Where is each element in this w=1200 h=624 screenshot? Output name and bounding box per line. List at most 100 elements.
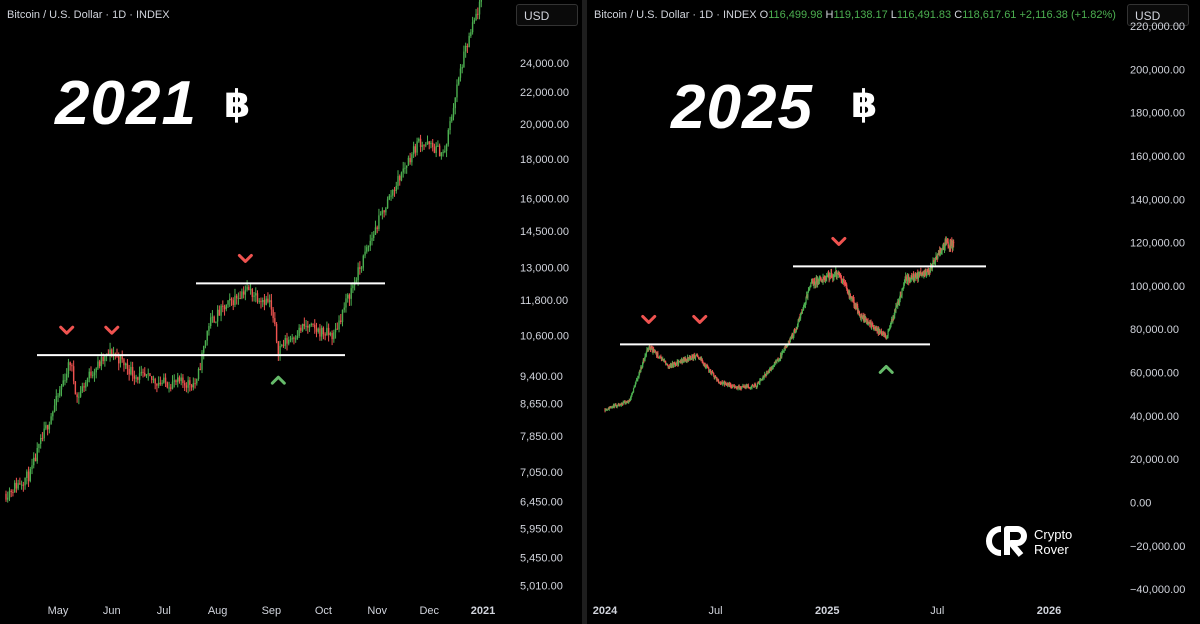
candle-body [717,380,720,383]
candle-body [322,327,325,335]
y-tick-label: 200,000.00 [1130,64,1185,76]
candle-body [242,291,245,295]
candle-body [182,377,184,384]
candle-body [95,368,97,373]
candle-body [24,477,26,486]
candle-body [222,305,224,307]
candle-body [255,293,257,296]
panel-divider[interactable] [582,0,587,624]
candle-body [807,291,809,298]
candle-body [884,334,886,336]
candle-body [670,363,672,367]
candle-body [687,357,689,361]
candle-body [611,407,613,409]
candle-body [7,497,9,500]
candle-body [142,371,144,373]
candle-body [680,359,683,362]
candle-body [830,272,833,275]
candle-body [684,357,686,362]
candle-body [262,300,264,303]
candle-body [126,363,129,369]
candle-body [900,295,903,298]
brand-name: Crypto Rover [1034,527,1072,557]
candle-body [664,360,666,363]
candle-body [727,383,729,386]
candle-body [648,346,650,348]
candle-body [797,320,799,325]
candle-body [632,392,634,394]
candle-body [97,361,99,369]
candle-body [946,241,949,243]
candle-body [862,315,864,318]
candle-body [270,300,273,310]
candle-body [794,331,796,333]
candle-body [79,391,82,397]
candle-body [208,326,210,331]
candle-body [303,324,306,327]
candle-body [348,294,351,299]
candle-body [924,270,926,273]
candle-body [841,280,844,282]
candle-body [742,385,745,387]
candle-body [951,241,954,249]
candle-body [640,366,642,373]
y-tick-label: 0.00 [1130,498,1151,510]
candle-body [674,364,677,366]
candle-body [711,371,713,374]
candle-body [128,368,130,375]
currency-button[interactable]: USD [516,4,578,26]
candle-body [305,325,307,327]
candle-body [355,280,358,282]
y-tick-label: 220,000.00 [1130,21,1185,33]
candle-body [769,368,771,370]
candle-body [863,315,865,322]
candle-body [776,358,779,360]
candle-body [177,377,179,383]
candle-body [733,386,735,388]
candle-body [402,168,404,173]
candle-body [638,373,640,377]
candle-body [71,365,73,367]
candle-body [93,372,96,376]
candle-body [764,373,766,375]
candle-body [458,77,460,85]
crypto-rover-logo [986,526,1027,557]
candle-body [911,275,913,279]
candle-body [698,358,700,360]
candle-body [13,482,16,493]
candle-body [757,382,759,384]
candle-body [657,357,660,359]
candle-body [898,299,901,303]
candle-body [890,321,892,325]
candle-body [20,484,23,486]
candle-body [405,165,408,168]
currency-button[interactable]: USD [1127,4,1189,26]
candle-body [807,289,810,292]
chart-panel-2021[interactable]: Bitcoin / U.S. Dollar · 1D · INDEX USD 2… [0,0,582,624]
candle-body [869,322,871,325]
candle-body [38,443,40,448]
candle-body [215,321,217,323]
candle-body [157,382,160,386]
candle-body [730,386,732,388]
candle-body [697,356,699,358]
candle-body [910,275,912,281]
candle-body [180,377,182,382]
candle-body [926,270,929,272]
candle-body [709,371,711,373]
candle-body [679,361,681,363]
candle-body [806,295,808,298]
candle-body [617,403,619,406]
candle-body [608,406,610,410]
candle-body [759,379,761,383]
candle-body [291,337,293,340]
candle-body [855,305,857,310]
price-chart-2021[interactable]: 24,000.00 22,000.00 20,000.00 18,000.00 16,0… [0,0,582,624]
candle-body [438,145,441,157]
buy-marker-icon [270,375,286,385]
candle-body [784,348,786,350]
price-chart-2025[interactable]: 220,000.00 200,000.00 180,000.00 160,000.00… [587,0,1200,624]
candle-body [159,382,162,384]
y-tick-label: 40,000.00 [1130,411,1179,423]
chart-panel-2025[interactable]: Bitcoin / U.S. Dollar · 1D · INDEX O116,… [587,0,1200,624]
